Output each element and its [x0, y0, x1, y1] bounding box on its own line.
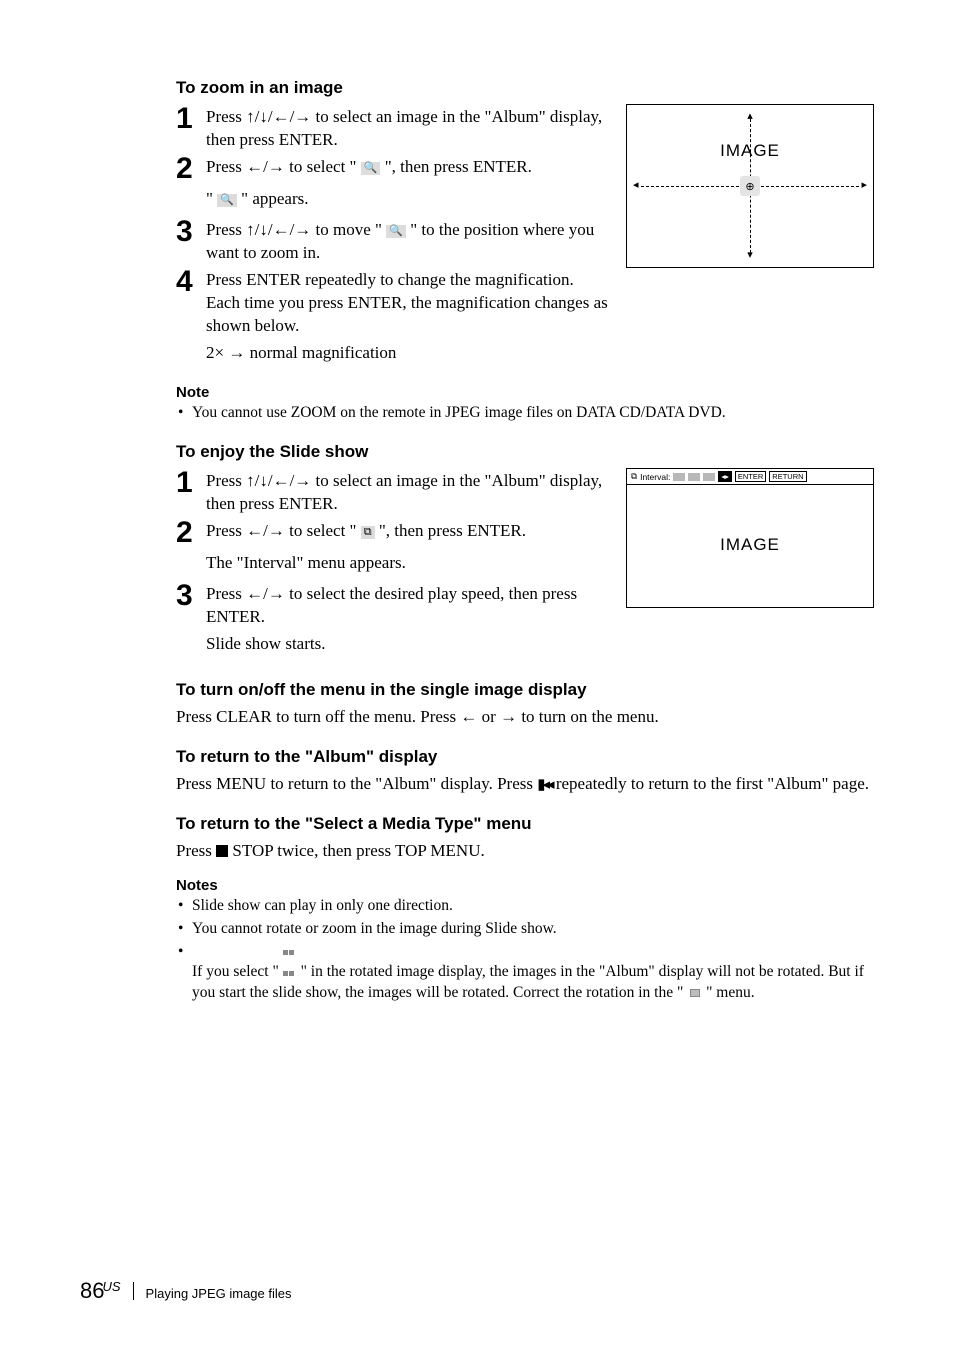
zoom-step2: Press ←/→ to select " 🔍 ", then press EN…	[206, 154, 532, 179]
magnifier-icon: 🔍	[217, 194, 237, 207]
footer-title: Playing JPEG image files	[146, 1286, 292, 1301]
note-item: You cannot rotate or zoom in the image d…	[176, 919, 874, 940]
stop-icon	[216, 845, 228, 857]
zoom-illustration: IMAGE ◂ ▸ ▴ ▾ ⊕	[626, 104, 874, 268]
menu-toggle-body: Press CLEAR to turn off the menu. Press …	[176, 706, 874, 729]
zoom-step1: Press ↑/↓/←/→ to select an image in the …	[206, 104, 610, 152]
slideshow-step3-sub: Slide show starts.	[206, 633, 874, 656]
magnifier-icon: 🔍	[386, 225, 406, 238]
step-number: 3	[176, 581, 206, 611]
slideshow-icon: ⧉	[631, 471, 637, 482]
magnifier-icon: 🔍	[361, 162, 381, 175]
page-region: US	[102, 1279, 120, 1294]
return-media-body: Press STOP twice, then press TOP MENU.	[176, 840, 874, 863]
step-number: 1	[176, 468, 206, 498]
slideshow-illustration: ⧉ Interval: ◂▸ ENTER RETURN IMAGE	[626, 468, 874, 608]
step-number: 2	[176, 518, 206, 548]
slideshow-step3: Press ←/→ to select the desired play spe…	[206, 581, 610, 629]
step-number: 1	[176, 104, 206, 134]
zoom-heading: To zoom in an image	[176, 78, 874, 98]
slideshow-step2: Press ←/→ to select " ⧉ ", then press EN…	[206, 518, 526, 543]
slideshow-heading: To enjoy the Slide show	[176, 442, 874, 462]
zoom-magnification: 2× → normal magnification	[206, 342, 874, 365]
slideshow-mode-icon: ⧉	[361, 526, 375, 539]
zoom-step4: Press ENTER repeatedly to change the mag…	[206, 267, 610, 338]
notes-heading: Notes	[176, 877, 874, 894]
page-number: 86	[80, 1278, 104, 1303]
zoom-step3: Press ↑/↓/←/→ to move " 🔍 " to the posit…	[206, 217, 610, 265]
slideshow-topbar: ⧉ Interval: ◂▸ ENTER RETURN	[627, 469, 873, 485]
previous-icon: ▮◂◂	[537, 776, 551, 793]
note-item: If you select " " in the rotated image d…	[176, 942, 874, 1005]
note-item: You cannot use ZOOM on the remote in JPE…	[176, 403, 874, 424]
return-album-body: Press MENU to return to the "Album" disp…	[176, 773, 874, 796]
page-footer: 86US Playing JPEG image files	[80, 1278, 292, 1304]
slideshow-step1: Press ↑/↓/←/→ to select an image in the …	[206, 468, 610, 516]
menu-toggle-heading: To turn on/off the menu in the single im…	[176, 680, 874, 700]
rotate-icon	[687, 986, 702, 999]
return-album-heading: To return to the "Album" display	[176, 747, 874, 767]
slideshow-image-label: IMAGE	[720, 535, 780, 555]
step-number: 2	[176, 154, 206, 184]
thumbnail-grid-icon	[283, 942, 297, 984]
note-item: Slide show can play in only one directio…	[176, 896, 874, 917]
step-number: 4	[176, 267, 206, 297]
zoom-target-icon: ⊕	[740, 176, 760, 196]
note-heading: Note	[176, 384, 874, 401]
return-media-heading: To return to the "Select a Media Type" m…	[176, 814, 874, 834]
step-number: 3	[176, 217, 206, 247]
